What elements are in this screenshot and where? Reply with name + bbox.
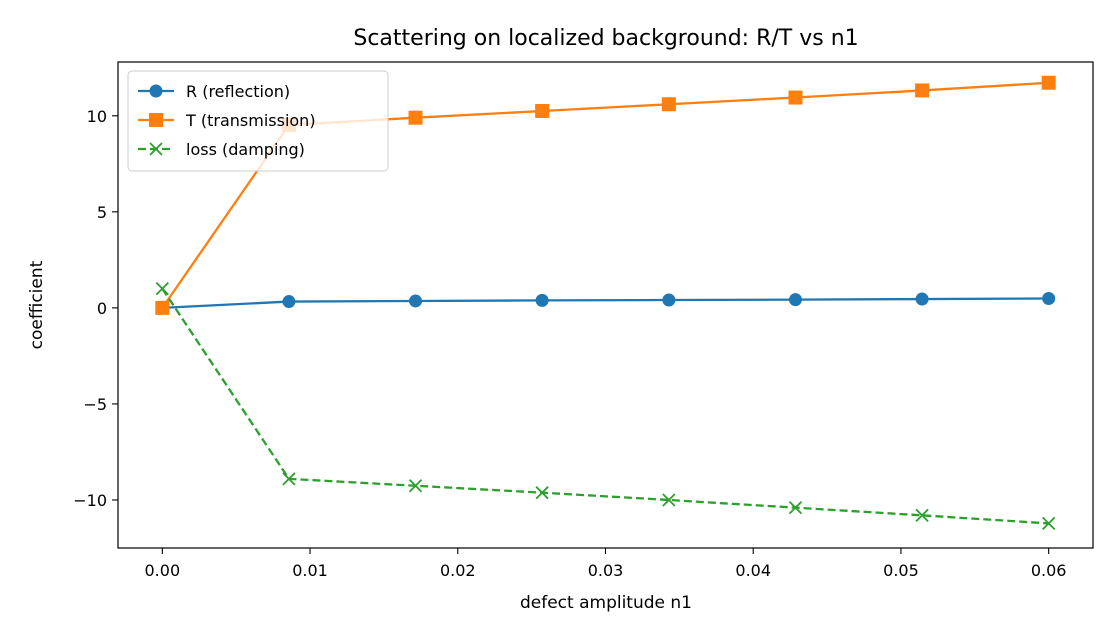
legend: R (reflection) T (transmission) loss (damp… bbox=[127, 70, 389, 172]
series-2-point bbox=[788, 90, 803, 105]
series-1-point bbox=[282, 295, 296, 309]
series-3-point bbox=[788, 501, 803, 515]
series-1-point bbox=[1042, 291, 1056, 305]
series-1-point bbox=[662, 293, 676, 307]
y-tick-label: 0 bbox=[97, 299, 107, 318]
series-3-point bbox=[282, 472, 296, 486]
series-3-point bbox=[408, 479, 423, 493]
legend-label-2: T (transmission) bbox=[185, 111, 316, 130]
series-line-3 bbox=[161, 288, 1049, 525]
series-2-point bbox=[1041, 75, 1056, 90]
series-2-point bbox=[661, 97, 676, 112]
x-tick-label: 0.06 bbox=[1031, 561, 1067, 580]
legend-label-3: loss (damping) bbox=[186, 140, 305, 159]
x-tick-label: 0.00 bbox=[145, 561, 181, 580]
y-tick-label: −5 bbox=[83, 395, 107, 414]
series-3-point bbox=[535, 486, 549, 500]
y-tick-label: 5 bbox=[97, 203, 107, 222]
chart-title: Scattering on localized background: R/T … bbox=[353, 26, 858, 51]
x-tick-label: 0.04 bbox=[735, 561, 771, 580]
legend-marker-2 bbox=[149, 113, 163, 127]
series-line-1 bbox=[162, 297, 1049, 310]
y-axis-label: coefficient bbox=[27, 260, 47, 349]
series-1-point bbox=[915, 292, 929, 306]
series-1-point bbox=[535, 293, 549, 307]
series-3-point bbox=[1042, 516, 1056, 531]
legend-box bbox=[127, 70, 389, 172]
series-2-point bbox=[535, 103, 550, 118]
x-tick-label: 0.01 bbox=[292, 561, 328, 580]
series-3-point bbox=[662, 493, 676, 507]
series-1-point bbox=[788, 293, 802, 307]
x-tick-label: 0.02 bbox=[440, 561, 476, 580]
series-2-point bbox=[915, 83, 930, 98]
series-2-point bbox=[408, 110, 423, 125]
y-tick-label: 10 bbox=[87, 107, 107, 126]
legend-marker-1 bbox=[149, 84, 163, 98]
x-tick-label: 0.03 bbox=[588, 561, 624, 580]
series-3-point bbox=[915, 508, 929, 522]
series-3-point bbox=[155, 282, 169, 296]
series-1-point bbox=[409, 294, 423, 308]
legend-marker-3 bbox=[149, 142, 163, 156]
x-axis-label: defect amplitude n1 bbox=[520, 593, 692, 613]
legend-label-1: R (reflection) bbox=[186, 82, 290, 101]
series-2-point bbox=[155, 300, 170, 315]
y-tick-label: −10 bbox=[73, 491, 107, 510]
x-tick-label: 0.05 bbox=[883, 561, 919, 580]
